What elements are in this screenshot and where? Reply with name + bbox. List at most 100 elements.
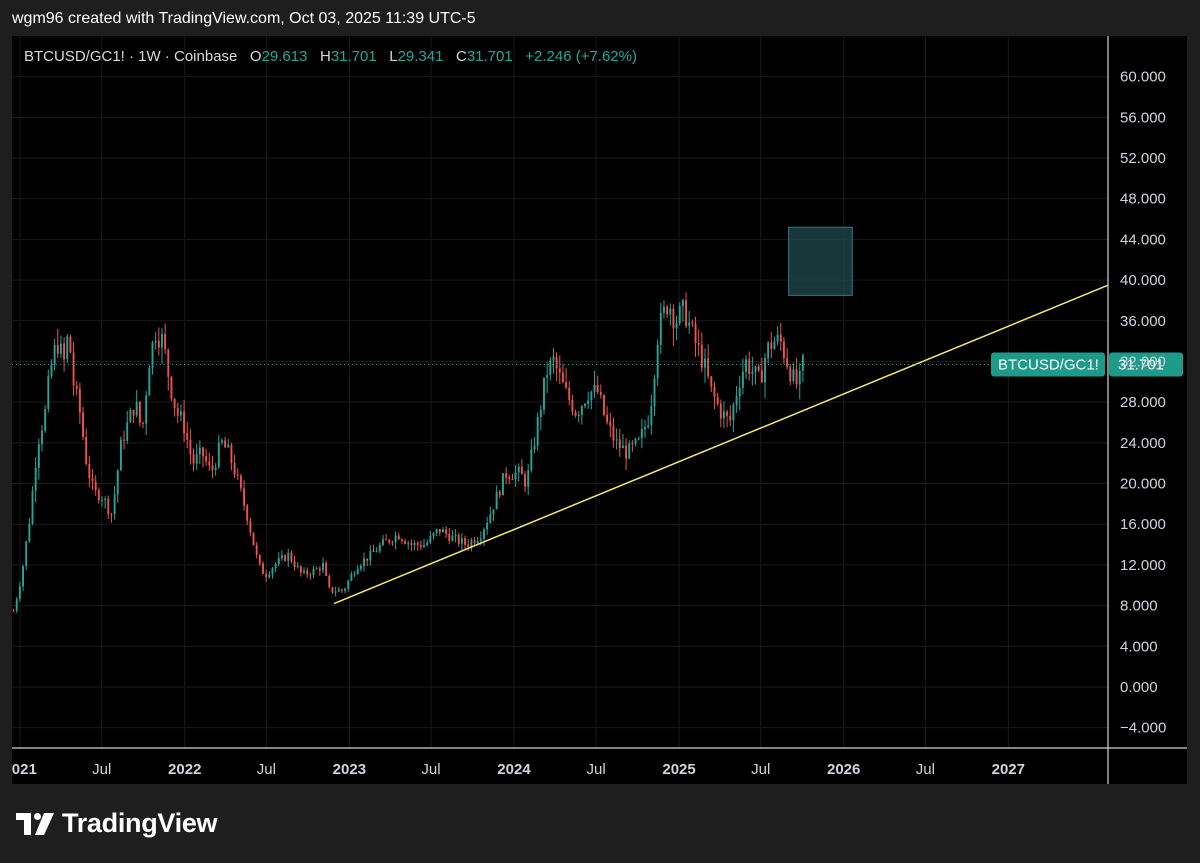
candle-down [110,513,113,515]
candle-down [694,323,697,344]
candle-up [350,574,353,581]
candle-down [366,558,369,561]
candle-down [293,561,296,567]
candle-up [214,467,217,471]
candle-down [565,382,568,388]
candle-down [325,563,328,576]
candle-down [726,411,729,416]
candle-up [44,409,47,431]
candle-down [596,384,599,392]
support-trendline [333,284,1109,605]
candle-down [138,401,141,423]
y-tick-label: 20.000 [1120,476,1166,493]
candle-down [508,477,511,480]
price-chart[interactable]: BTCUSD/GC1! 31.701 60.000 56.000 52.000 48.0… [12,36,1187,784]
candle-up [135,401,138,416]
y-tick-label: −4.000 [1120,720,1166,737]
candle-up [53,344,56,365]
candle-up [621,445,624,449]
candle-up [552,356,555,361]
trendline-layer: BTCUSD/GC1! 31.701 [12,284,1183,605]
candle-down [779,334,782,342]
candle-up [312,568,315,576]
candle-up [151,342,154,368]
x-tick-label: 2024 [497,761,531,778]
candle-down [309,574,312,576]
candle-down [385,539,388,541]
candle-down [230,444,233,463]
candle-down [252,532,255,546]
candle-down [445,529,448,534]
candle-up [154,340,157,343]
candle-up [322,563,324,571]
candle-down [262,563,264,574]
tradingview-logo-text: TradingView [62,808,218,838]
candle-up [315,568,318,570]
y-tick-label: 24.000 [1120,435,1166,452]
candle-down [157,340,160,348]
candle-down [786,358,789,368]
y-tick-label: 32.000 [1120,353,1166,370]
candle-up [363,558,365,566]
candle-up [442,529,444,533]
candle-down [760,370,763,383]
candle-down [457,534,460,544]
x-tick-label: Jul [751,761,770,778]
candle-up [37,444,40,468]
y-tick-label: 48.000 [1120,191,1166,208]
candle-up [773,341,776,349]
candle-up [375,551,378,553]
candle-up [22,566,24,587]
candle-down [176,408,179,416]
x-tick-label: 2021 [12,761,37,778]
legend-open-label: O [249,48,262,65]
candle-up [751,371,754,374]
candle-up [767,342,770,359]
chart-panel[interactable]: BTCUSD/GC1! 31.701 60.000 56.000 52.000 48.0… [12,36,1187,784]
candle-up [549,360,552,376]
candle-up [615,439,618,441]
candle-down [770,342,773,349]
legend-open-value: 29.613 [261,48,308,65]
candle-up [217,442,220,468]
candle-up [678,306,681,324]
candle-down [211,465,214,471]
candle-down [416,542,419,545]
tradingview-logo-icon [16,812,54,835]
candle-up [296,566,299,568]
candle-up [764,358,766,383]
candle-up [577,414,580,416]
candle-up [801,355,804,371]
candle-down [224,440,227,448]
candle-up [161,334,163,348]
candle-down [729,415,732,421]
candle-up [669,308,672,315]
candle-up [732,404,735,421]
target-zone-box [788,226,853,296]
candle-down [666,306,669,315]
legend-close-value: 31.701 [466,48,513,65]
candle-up [195,454,198,464]
tradingview-logo[interactable]: TradingView [16,808,218,839]
candle-up [303,570,305,573]
candle-up [47,376,50,410]
candle-up [675,323,678,329]
candle-down [56,344,59,354]
candle-up [741,371,744,388]
candle-down [391,542,394,544]
candle-down [192,454,195,464]
candle-down [82,412,84,437]
y-tick-label: 40.000 [1120,272,1166,289]
candle-up [104,498,107,500]
candle-up [432,532,435,537]
candle-up [517,466,520,473]
candle-up [587,400,590,405]
candle-down [631,443,634,445]
candle-down [606,414,609,422]
candle-down [249,520,252,533]
candle-up [59,343,62,354]
candle-down [505,473,508,478]
candle-down [186,433,189,440]
candle-up [378,545,381,552]
candle-down [716,396,719,404]
